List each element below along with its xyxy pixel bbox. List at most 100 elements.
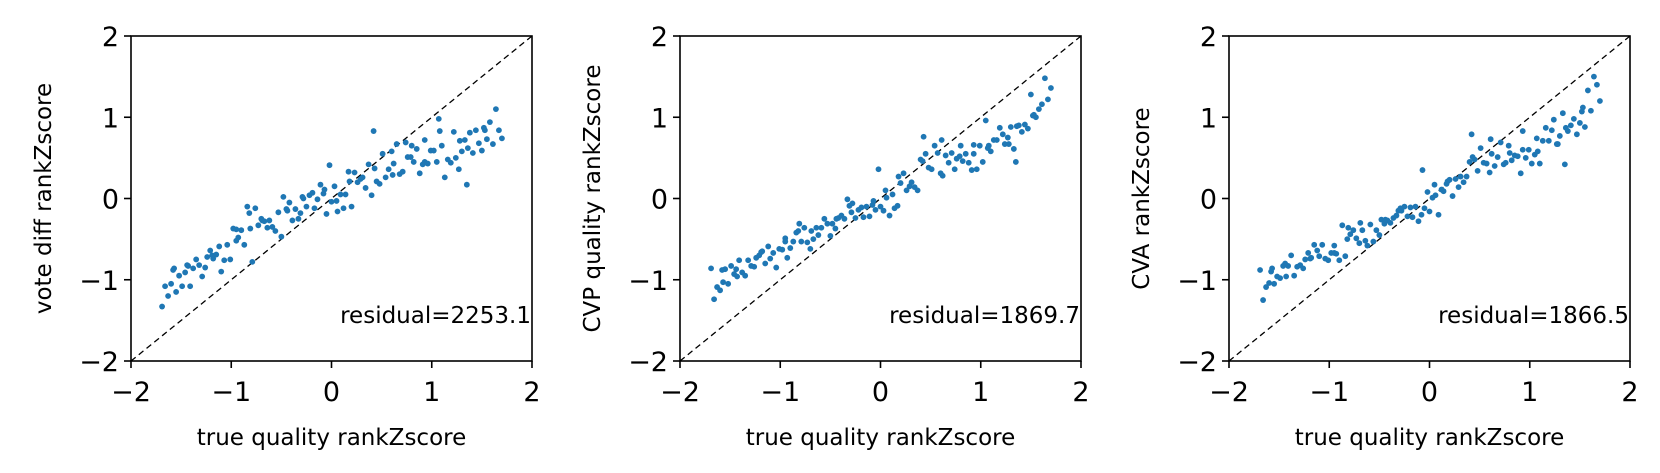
scatter-point: [970, 141, 977, 148]
scatter-point: [1559, 110, 1566, 117]
scatter-point: [720, 279, 727, 286]
scatter-point: [877, 203, 884, 210]
scatter-point: [241, 241, 248, 248]
scatter-point: [832, 225, 839, 232]
scatter-point: [1522, 154, 1529, 161]
diagonal-reference-line: [679, 35, 1082, 362]
scatter-point: [894, 202, 901, 209]
scatter-point: [1010, 146, 1017, 152]
scatter-point: [259, 217, 266, 224]
y-tick-label: 2: [102, 22, 119, 53]
scatter-point: [328, 198, 335, 205]
scatter-point: [1491, 163, 1498, 169]
scatter-point: [1004, 134, 1011, 141]
scatter-point: [1325, 257, 1332, 264]
scatter-point: [810, 236, 817, 243]
scatter-point: [711, 296, 717, 303]
scatter-point: [751, 263, 758, 270]
scatter-point: [1407, 204, 1414, 211]
x-tick-label: −2: [111, 377, 151, 408]
scatter-point: [410, 159, 417, 165]
scatter-point: [1463, 173, 1470, 180]
scatter-point: [807, 245, 814, 252]
scatter-point: [247, 225, 254, 232]
scatter-point: [796, 220, 803, 227]
scatter-point: [402, 139, 409, 146]
scatter-point: [1045, 96, 1051, 103]
scatter-point: [773, 264, 780, 271]
scatter-point: [900, 170, 907, 177]
scatter-point: [249, 258, 256, 265]
scatter-point: [976, 142, 983, 149]
scatter-point: [897, 180, 904, 186]
scatter-point: [745, 257, 752, 264]
scatter-point: [345, 168, 352, 175]
scatter-point: [1444, 178, 1451, 185]
scatter-point: [1291, 272, 1298, 279]
scatter-point: [1024, 125, 1031, 132]
scatter-point: [317, 181, 324, 188]
scatter-point: [863, 203, 870, 210]
scatter-point: [1350, 227, 1357, 234]
scatter-point: [1525, 146, 1532, 153]
scatter-point: [742, 272, 749, 279]
panel-2: −2 −1 0 1 2 −2 −1 0 1 2 true quality rankZscore CVP…: [580, 22, 1090, 451]
scatter-point: [1576, 120, 1583, 126]
x-tick-label: 1: [972, 377, 989, 408]
scatter-point: [333, 198, 340, 204]
scatter-point: [264, 224, 271, 231]
panel-3: −2 −1 0 1 2 −2 −1 0 1 2 true quality rankZscore CVA…: [1129, 22, 1639, 451]
scatter-point: [922, 150, 929, 157]
scatter-point: [1506, 150, 1513, 156]
scatter-point: [999, 131, 1006, 138]
scatter-point: [1039, 101, 1045, 108]
scatter-point: [289, 217, 296, 224]
scatter-point: [1570, 115, 1577, 122]
scatter-point: [1378, 216, 1385, 223]
scatter-point: [1409, 214, 1416, 221]
scatter-point: [982, 117, 989, 124]
scatter-point: [314, 196, 321, 203]
x-tick-label: 0: [323, 377, 340, 408]
scatter-point: [872, 206, 879, 213]
scatter-point: [1282, 260, 1289, 267]
scatter-point: [804, 239, 811, 246]
scatter-point: [202, 264, 209, 271]
scatter-point: [244, 203, 251, 210]
scatter-point: [455, 166, 462, 173]
scatter-point: [1564, 128, 1571, 134]
scatter-point: [1466, 159, 1473, 165]
scatter-point: [762, 260, 769, 267]
scatter-point: [1283, 273, 1290, 280]
scatter-point: [469, 150, 476, 156]
scatter-point: [1542, 124, 1549, 131]
scatter-point: [1432, 192, 1439, 199]
scatter-point: [1528, 160, 1535, 167]
scatter-point: [275, 209, 282, 216]
scatter-point: [1314, 247, 1321, 254]
scatter-point: [435, 115, 442, 122]
scatter-point: [1487, 136, 1494, 143]
panel-1: −2 −1 0 1 2 −2 −1 0 1 2 true quality rankZscore vot…: [31, 22, 541, 451]
scatter-point: [1404, 213, 1411, 220]
scatter-point: [472, 127, 479, 134]
scatter-point: [321, 186, 328, 193]
scatter-point: [272, 228, 279, 234]
x-tick-label: 0: [872, 377, 889, 408]
scatter-point: [1460, 179, 1467, 186]
scatter-point: [1497, 139, 1504, 146]
scatter-point: [433, 159, 440, 165]
scatter-point: [1545, 137, 1552, 144]
y-tick-label: 0: [651, 185, 668, 216]
residual-annotation: residual=2253.1: [340, 303, 531, 329]
scatter-point: [827, 232, 834, 239]
scatter-point: [1370, 238, 1377, 245]
scatter-point: [196, 262, 203, 269]
scatter-point: [284, 207, 291, 214]
scatter-point: [908, 179, 915, 186]
scatter-point: [956, 153, 963, 160]
scatter-point: [286, 199, 293, 206]
scatter-point: [1502, 159, 1509, 166]
scatter-point: [1266, 280, 1272, 286]
scatter-point: [179, 283, 186, 290]
